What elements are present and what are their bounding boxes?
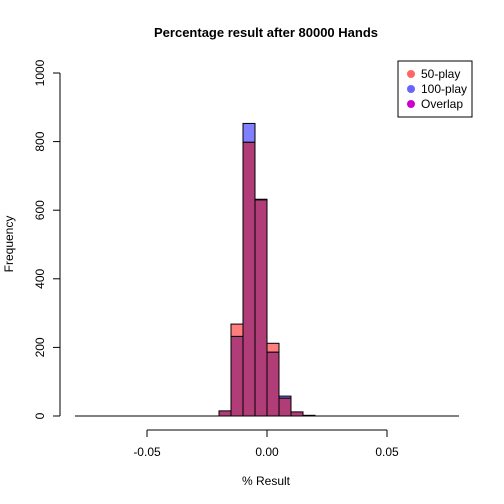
x-tick-label-2: 0.05 xyxy=(375,445,399,459)
chart-title: Percentage result after 80000 Hands xyxy=(154,25,378,40)
bar-overlap-2 xyxy=(242,141,256,417)
legend-label-2: Overlap xyxy=(421,97,463,111)
legend-marker-0 xyxy=(407,70,415,78)
x-tick-label-0: -0.05 xyxy=(133,445,161,459)
x-axis: -0.05 0.00 0.05 xyxy=(133,429,399,459)
y-tick-label-3: 600 xyxy=(33,200,47,220)
legend-label-0: 50-play xyxy=(421,67,460,81)
bar-50-play-1 xyxy=(230,323,244,337)
bar-100-play-2 xyxy=(242,122,256,143)
bar-50-play-4 xyxy=(266,342,280,353)
legend-marker-1 xyxy=(407,85,415,93)
bar-overlap-0 xyxy=(218,410,232,417)
y-tick-label-4: 800 xyxy=(33,131,47,151)
y-tick-label-1: 200 xyxy=(33,337,47,357)
legend-marker-2 xyxy=(407,100,415,108)
bar-overlap-6 xyxy=(290,411,304,417)
x-tick-label-1: 0.00 xyxy=(255,445,279,459)
legend-label-1: 100-play xyxy=(421,82,467,96)
bar-overlap-4 xyxy=(266,351,280,417)
y-axis-label: Frequency xyxy=(2,216,16,273)
y-tick-label-0: 0 xyxy=(33,412,47,419)
bar-overlap-1 xyxy=(230,335,244,417)
y-tick-label-5: 1000 xyxy=(33,59,47,86)
x-axis-label: % Result xyxy=(242,474,291,488)
bar-overlap-3 xyxy=(254,199,268,417)
overlap-bars xyxy=(218,141,316,417)
bar-overlap-5 xyxy=(278,397,292,417)
y-axis: 0 200 400 600 800 1000 xyxy=(33,59,61,419)
y-tick-label-2: 400 xyxy=(33,268,47,288)
